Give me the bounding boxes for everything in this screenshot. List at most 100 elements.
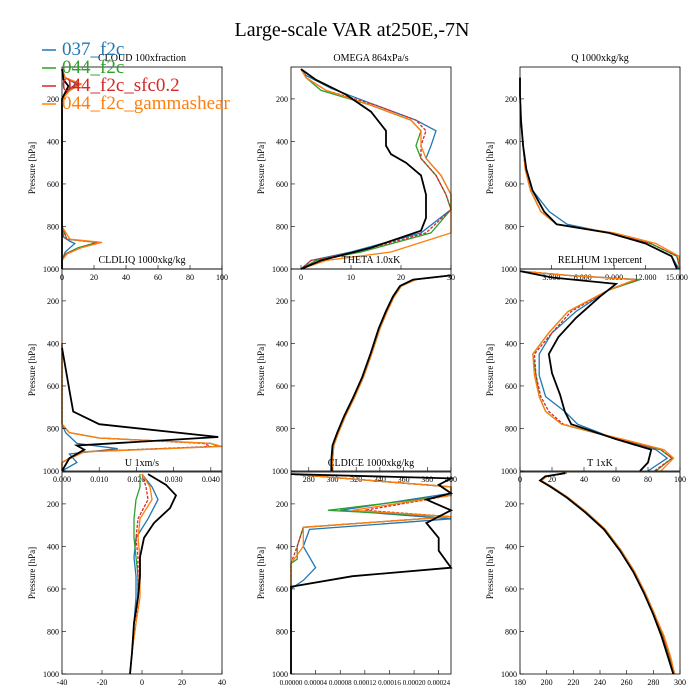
y-tick-label: 800 [47, 627, 59, 636]
x-tick-label: 0.00008 [329, 679, 352, 687]
y-tick-label: 400 [505, 137, 517, 146]
x-tick-label: 80 [186, 273, 194, 282]
panel-3: CLDLIQ 1000xkg/kg 200 400 600 800 1000 Pressur… [27, 255, 223, 484]
x-tick-label: 340 [374, 475, 386, 484]
x-tick-label: 300 [326, 475, 338, 484]
y-tick-label: 400 [47, 137, 59, 146]
y-axis-label: Pressure [hPa] [256, 344, 266, 396]
x-tick-label: 12.000 [634, 273, 656, 282]
series-line-3 [540, 472, 676, 675]
series-line-1 [519, 77, 681, 270]
x-tick-label: -40 [57, 678, 68, 687]
y-tick-label: 1000 [501, 265, 517, 274]
y-tick-label: 800 [47, 424, 59, 433]
y-axis-label: Pressure [hPa] [27, 142, 37, 194]
x-tick-label: 20 [178, 678, 186, 687]
x-tick-label: 0.00024 [427, 679, 450, 687]
x-tick-label: 180 [514, 678, 526, 687]
series-line-0 [300, 68, 452, 270]
x-tick-label: 60 [612, 475, 620, 484]
series-line-0 [129, 473, 159, 675]
series-line-2 [519, 77, 681, 270]
x-tick-label: 0 [299, 273, 303, 282]
x-tick-label: 0.00004 [304, 679, 327, 687]
series-line-3 [61, 343, 223, 471]
y-tick-label: 400 [276, 137, 288, 146]
x-tick-label: 0.030 [165, 475, 183, 484]
series-line-4 [330, 274, 452, 471]
x-tick-label: 0.040 [202, 475, 220, 484]
y-tick-label: 800 [276, 222, 288, 231]
legend-item: 044_f2c [42, 57, 124, 78]
y-tick-label: 1000 [501, 670, 517, 679]
plot-frame [519, 268, 681, 472]
plot-frame [290, 268, 452, 472]
legend-label: 044_f2c_sfc0.2 [62, 75, 180, 96]
x-tick-label: 60 [154, 273, 162, 282]
y-axis-label: Pressure [hPa] [27, 344, 37, 396]
y-tick-label: 600 [505, 585, 517, 594]
y-tick-label: 1000 [272, 467, 288, 476]
y-tick-label: 200 [505, 95, 517, 104]
panel-title: OMEGA 864xPa/s [333, 53, 408, 64]
x-tick-label: 10 [347, 273, 355, 282]
x-tick-label: 80 [644, 475, 652, 484]
series-line-0 [519, 77, 680, 270]
y-tick-label: 200 [276, 500, 288, 509]
x-tick-label: 0.00012 [353, 679, 376, 687]
y-tick-label: 600 [47, 382, 59, 391]
y-axis-label: Pressure [hPa] [27, 547, 37, 599]
y-tick-label: 800 [505, 424, 517, 433]
figure-title: Large-scale VAR at250E,-7N [235, 19, 470, 41]
panel-title: CLDICE 1000xkg/kg [328, 458, 414, 469]
panel-8: T 1xK 200 400 600 800 1000 Pressure [hPa] 180 20… [485, 458, 686, 687]
y-tick-label: 200 [505, 297, 517, 306]
panel-5: RELHUM 1xpercent 200 400 600 800 1000 Pressure… [485, 255, 686, 484]
panel-title: T 1xK [587, 458, 613, 469]
x-tick-label: 20 [90, 273, 98, 282]
y-tick-label: 1000 [501, 467, 517, 476]
x-tick-label: 20 [548, 475, 556, 484]
series-line-4 [519, 270, 653, 472]
series-line-4 [129, 473, 178, 675]
series-line-2 [540, 472, 676, 675]
series-line-3 [300, 68, 452, 270]
series-line-4 [538, 472, 675, 675]
x-tick-label: 6.000 [574, 273, 592, 282]
y-axis-label: Pressure [hPa] [256, 547, 266, 599]
series-line-4 [519, 77, 678, 270]
plot-frame [290, 471, 452, 675]
y-tick-label: 800 [505, 222, 517, 231]
legend-item: 044_f2c_gammashear [42, 93, 230, 114]
panel-2: Q 1000xkg/kg 200 400 600 800 1000 Pressure [hP… [485, 53, 688, 282]
legend: 037_f2c044_f2c044_f2c_sfc0.2044_f2c_gamm… [42, 39, 230, 114]
y-tick-label: 400 [47, 339, 59, 348]
x-tick-label: 220 [567, 678, 579, 687]
y-tick-label: 200 [276, 95, 288, 104]
y-tick-label: 800 [276, 627, 288, 636]
panel-7: CLDICE 1000xkg/kg 200 400 600 800 1000 Pressur… [256, 458, 455, 687]
series-line-3 [519, 77, 681, 270]
x-tick-label: 0.00000 [280, 679, 303, 687]
x-tick-label: 0 [140, 678, 144, 687]
y-tick-label: 800 [505, 627, 517, 636]
y-tick-label: 200 [47, 95, 59, 104]
panel-title: CLDLIQ 1000xkg/kg [99, 255, 186, 266]
y-tick-label: 1000 [43, 670, 59, 679]
legend-item: 037_f2c [42, 39, 124, 60]
plot-frame [519, 471, 681, 675]
x-tick-label: 40 [580, 475, 588, 484]
y-tick-label: 200 [505, 500, 517, 509]
series-line-1 [129, 474, 141, 675]
y-tick-label: 600 [276, 180, 288, 189]
series-line-3 [61, 68, 103, 269]
x-tick-label: 380 [421, 475, 433, 484]
y-tick-label: 200 [47, 500, 59, 509]
panel-title: Q 1000xkg/kg [571, 53, 629, 64]
series-line-3 [331, 274, 452, 471]
plot-frame [61, 471, 223, 675]
x-tick-label: 20 [397, 273, 405, 282]
plot-frame [290, 66, 452, 270]
x-tick-label: 0.00016 [378, 679, 401, 687]
